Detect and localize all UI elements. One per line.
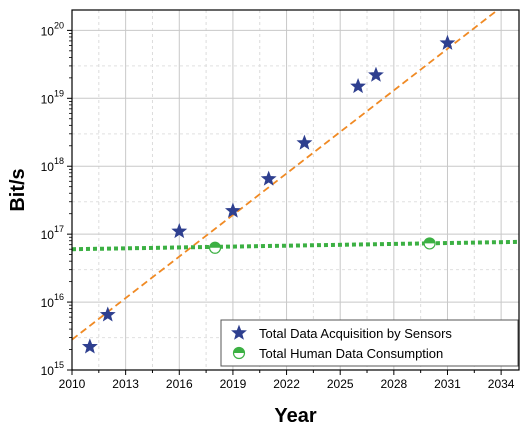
legend-marker-star-icon <box>231 324 247 340</box>
plot-frame <box>71 9 520 371</box>
y-tick-label: 1018 <box>41 156 64 174</box>
data-points <box>81 34 456 354</box>
axis-ticks <box>67 29 502 375</box>
x-tick-label: 2019 <box>220 377 247 391</box>
data-point-sensors <box>81 338 98 354</box>
x-tick-label: 2028 <box>380 377 407 391</box>
x-tick-label: 2022 <box>273 377 300 391</box>
x-tick-label: 2016 <box>166 377 193 391</box>
y-tick-label: 1019 <box>41 88 64 106</box>
data-point-sensors <box>224 202 241 218</box>
trend-line-human <box>72 239 519 252</box>
legend-star-shape <box>231 324 247 340</box>
legend-label-human: Total Human Data Consumption <box>259 346 443 361</box>
x-tick-label: 2013 <box>112 377 139 391</box>
y-tick-label: 1016 <box>41 292 64 310</box>
y-tick-label: 1015 <box>41 360 64 378</box>
data-point-human <box>423 237 436 250</box>
data-point-sensors <box>368 66 384 82</box>
grid <box>71 10 519 371</box>
x-axis-title: Year <box>274 405 316 427</box>
legend-label-sensors: Total Data Acquisition by Sensors <box>259 326 452 341</box>
legend: Total Data Acquisition by Sensors Total … <box>220 319 519 367</box>
data-point-sensors <box>350 78 367 94</box>
data-point-sensors <box>439 34 456 50</box>
legend-half-circle-shape <box>232 346 246 360</box>
x-tick-label: 2025 <box>327 377 354 391</box>
y-axis-title: Bit/s <box>7 168 29 211</box>
x-tick-label: 2010 <box>59 377 86 391</box>
x-tick-labels: 2010 2013 2016 2019 2022 2025 2028 2031 2034 <box>59 377 515 391</box>
data-point-sensors <box>260 170 277 186</box>
y-tick-label: 1020 <box>41 20 64 38</box>
data-point-sensors <box>296 134 313 150</box>
data-point-sensors <box>171 223 188 239</box>
trend-lines <box>72 10 519 341</box>
legend-box <box>220 319 519 367</box>
trend-line-sensors <box>72 10 500 341</box>
legend-marker-half-circle-icon <box>232 346 246 360</box>
data-point-sensors <box>99 306 116 322</box>
y-tick-labels: 1015 1016 1017 1018 1019 1020 <box>41 20 64 378</box>
x-tick-label: 2034 <box>488 377 515 391</box>
x-tick-label: 2031 <box>434 377 461 391</box>
y-tick-label: 1017 <box>41 224 64 242</box>
data-point-human <box>208 241 222 254</box>
